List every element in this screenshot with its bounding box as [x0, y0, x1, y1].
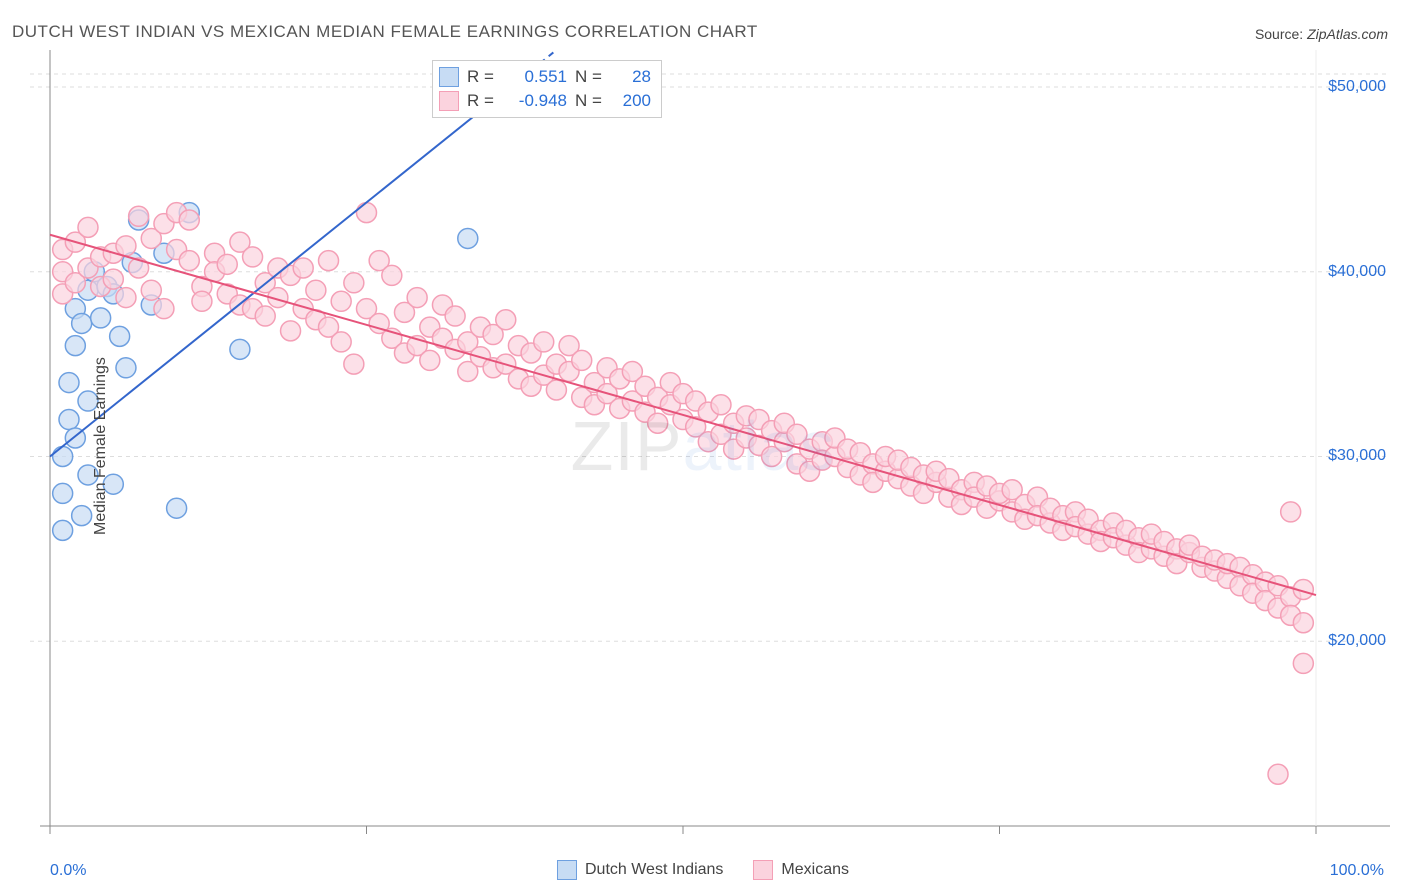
y-tick-label: $40,000	[1328, 263, 1386, 281]
scatter-chart	[0, 0, 1406, 892]
y-axis-label: Median Female Earnings	[92, 357, 110, 535]
legend-item-1: Mexicans	[753, 860, 849, 880]
x-axis-min-label: 0.0%	[50, 862, 86, 880]
correlation-legend: R = 0.551 N = 28 R = -0.948 N = 200	[432, 60, 662, 118]
legend-r-label: R =	[467, 89, 497, 113]
legend-r-value-1: -0.948	[505, 89, 567, 113]
series-legend: Dutch West Indians Mexicans	[557, 860, 849, 880]
chart-container: DUTCH WEST INDIAN VS MEXICAN MEDIAN FEMA…	[0, 0, 1406, 892]
legend-n-value-0: 28	[613, 65, 651, 89]
legend-r-value-0: 0.551	[505, 65, 567, 89]
legend-swatch-1	[439, 91, 459, 111]
y-tick-label: $20,000	[1328, 632, 1386, 650]
legend-n-label: N =	[575, 65, 605, 89]
legend-n-label: N =	[575, 89, 605, 113]
y-tick-label: $30,000	[1328, 447, 1386, 465]
legend-swatch-icon	[753, 860, 773, 880]
legend-r-label: R =	[467, 65, 497, 89]
legend-n-value-1: 200	[613, 89, 651, 113]
legend-row-1: R = -0.948 N = 200	[439, 89, 651, 113]
legend-swatch-0	[439, 67, 459, 87]
legend-label-0: Dutch West Indians	[585, 861, 723, 879]
legend-swatch-icon	[557, 860, 577, 880]
legend-row-0: R = 0.551 N = 28	[439, 65, 651, 89]
y-tick-label: $50,000	[1328, 78, 1386, 96]
legend-item-0: Dutch West Indians	[557, 860, 723, 880]
legend-label-1: Mexicans	[781, 861, 849, 879]
x-axis-max-label: 100.0%	[1330, 862, 1384, 880]
